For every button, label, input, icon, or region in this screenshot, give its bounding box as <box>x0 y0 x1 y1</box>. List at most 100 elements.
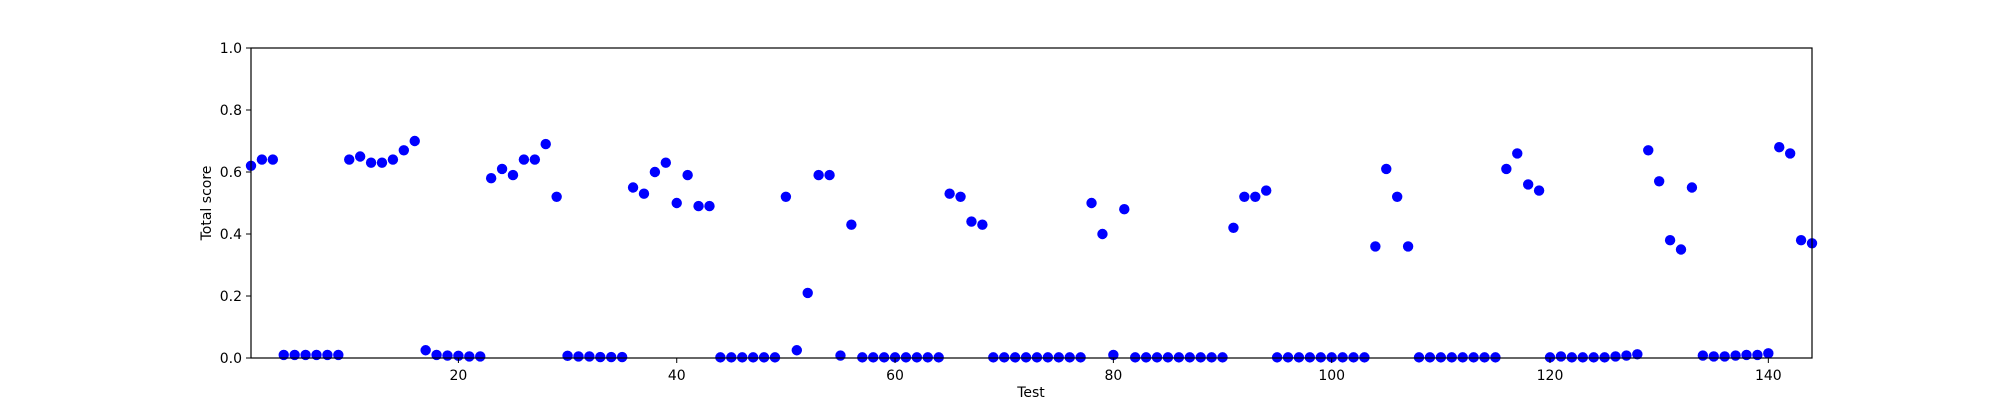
data-point <box>988 352 999 363</box>
data-point <box>933 352 944 363</box>
data-point <box>780 191 792 202</box>
data-point <box>540 138 551 150</box>
data-point <box>911 352 923 363</box>
data-point <box>747 352 759 363</box>
x-tick-label: 20 <box>449 368 467 384</box>
data-point <box>660 157 672 168</box>
data-point <box>1697 350 1709 361</box>
data-point <box>1664 235 1676 246</box>
data-point <box>1228 222 1239 233</box>
data-point <box>791 345 803 356</box>
y-tick-label: 0.6 <box>220 165 242 181</box>
data-point <box>1053 352 1064 363</box>
data-point <box>1293 352 1305 363</box>
y-tick-label: 0.4 <box>220 227 242 243</box>
data-point <box>1566 352 1578 363</box>
data-point <box>726 352 737 363</box>
data-point <box>813 169 824 181</box>
y-axis-ticks: 0.0 0.2 0.4 0.6 0.8 1.0 <box>220 41 251 367</box>
data-point <box>387 154 399 165</box>
data-point <box>409 135 420 147</box>
data-point <box>420 345 431 356</box>
data-point <box>1555 351 1567 362</box>
data-point <box>606 351 617 363</box>
data-point <box>846 219 857 230</box>
data-point <box>1130 352 1141 363</box>
data-point <box>1446 352 1457 363</box>
x-tick-label: 100 <box>1318 368 1345 384</box>
data-point <box>1381 163 1392 175</box>
data-point <box>1610 351 1621 362</box>
data-point <box>562 350 573 362</box>
data-point <box>1774 142 1785 153</box>
data-point <box>878 352 890 363</box>
data-point <box>1457 352 1468 363</box>
data-point <box>595 351 606 363</box>
data-point <box>1260 185 1272 196</box>
data-point <box>868 352 879 363</box>
data-point <box>671 197 682 209</box>
data-point <box>1195 352 1206 363</box>
data-point <box>1162 352 1174 363</box>
data-point <box>999 352 1010 363</box>
data-point <box>616 351 628 363</box>
data-point <box>344 154 355 165</box>
data-point <box>1763 348 1774 359</box>
data-point <box>376 157 388 168</box>
data-point <box>1086 197 1097 209</box>
y-tick-label: 0.2 <box>220 289 242 305</box>
data-point <box>1009 352 1021 363</box>
data-point <box>715 352 726 363</box>
data-point <box>1337 352 1348 363</box>
data-point <box>638 188 650 199</box>
data-point <box>889 352 901 363</box>
data-point <box>475 351 486 362</box>
y-tick-label: 1.0 <box>220 41 242 57</box>
data-point <box>944 188 955 199</box>
data-point <box>1097 228 1108 240</box>
data-point <box>693 200 704 212</box>
data-point <box>584 351 595 362</box>
data-point <box>485 173 497 184</box>
data-point <box>464 351 475 362</box>
data-point <box>1435 352 1447 363</box>
data-point <box>365 157 377 168</box>
data-point <box>1173 352 1185 363</box>
data-point <box>354 151 366 162</box>
data-point <box>442 350 453 361</box>
x-axis-label: Test <box>1016 385 1045 400</box>
data-point <box>398 145 410 156</box>
data-point <box>1686 182 1698 193</box>
data-point <box>922 352 933 363</box>
data-point <box>1675 244 1687 255</box>
plot-frame <box>250 47 1813 359</box>
data-point <box>1064 352 1075 363</box>
x-tick-label: 60 <box>886 368 904 384</box>
data-point <box>1653 176 1665 187</box>
y-tick-label: 0.8 <box>220 103 242 119</box>
data-point <box>518 154 530 165</box>
data-point <box>1031 352 1043 363</box>
data-point <box>802 287 813 299</box>
data-point <box>835 350 846 361</box>
data-point <box>900 352 912 363</box>
data-point <box>1588 352 1599 363</box>
data-point <box>1348 352 1359 363</box>
data-point <box>1501 163 1512 175</box>
data-point <box>256 154 268 165</box>
x-tick-label: 140 <box>1755 368 1782 384</box>
data-point <box>1643 145 1654 156</box>
data-point <box>966 216 977 227</box>
data-point <box>1119 204 1130 215</box>
x-tick-label: 80 <box>1104 368 1122 384</box>
data-point <box>1151 352 1163 363</box>
y-tick-label: 0.0 <box>220 351 242 367</box>
data-point <box>1599 352 1610 363</box>
data-point <box>1042 352 1054 363</box>
data-point <box>758 352 770 363</box>
data-points <box>245 135 1818 363</box>
data-point <box>529 154 541 165</box>
data-point <box>1402 241 1414 252</box>
data-point <box>627 182 639 193</box>
